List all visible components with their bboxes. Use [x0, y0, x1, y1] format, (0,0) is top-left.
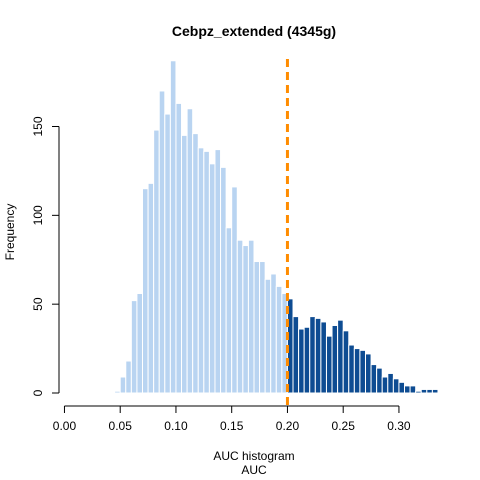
x-axis-sublabel: AUC [241, 463, 267, 477]
histogram-bar [114, 390, 121, 394]
x-axis: 0.00 0.05 0.10 0.15 0.20 0.25 0.30 [53, 405, 411, 433]
histogram-bar [314, 317, 322, 394]
histogram-bar [381, 376, 389, 394]
histogram-bar [259, 261, 266, 394]
histogram-bar [426, 388, 433, 394]
histogram-bar [303, 326, 311, 394]
histogram-bar [415, 390, 422, 394]
histogram-bar [264, 278, 272, 394]
histogram-bar [275, 285, 283, 394]
x-tick-label: 0.30 [387, 419, 411, 433]
histogram-bar [203, 150, 210, 394]
histogram-bar [398, 381, 406, 394]
histogram-bar [253, 261, 261, 394]
histogram-bar [169, 60, 177, 394]
histogram-bar [409, 385, 417, 394]
histogram-bar [208, 163, 216, 394]
histogram-bar [236, 239, 244, 394]
histogram-bar [136, 293, 144, 394]
histogram-bar [342, 330, 350, 394]
histogram-bar [147, 182, 155, 394]
histogram-bar [404, 385, 411, 394]
histogram-bar [376, 367, 383, 394]
x-tick-label: 0.05 [109, 419, 133, 433]
histogram-bar [181, 134, 188, 394]
histogram-bars [114, 60, 439, 394]
histogram-bar [197, 147, 205, 394]
histogram-bar [420, 388, 428, 394]
histogram-bar [225, 227, 233, 394]
histogram-bar [220, 166, 227, 394]
y-tick-label: 150 [31, 116, 45, 136]
histogram-bar [325, 335, 333, 394]
histogram-bar [192, 133, 199, 394]
histogram-bar [392, 378, 400, 394]
histogram-bar [270, 273, 277, 394]
x-tick-label: 0.15 [220, 419, 244, 433]
histogram-bar [370, 364, 378, 394]
histogram-bar [247, 239, 255, 394]
histogram-bar [142, 188, 149, 394]
histogram-bar [359, 349, 366, 394]
histogram-bar [331, 324, 339, 394]
histogram-bar [348, 344, 355, 394]
histogram-bar [292, 316, 300, 394]
histogram-bar [364, 353, 372, 394]
histogram-bar [164, 113, 171, 394]
x-axis-label: AUC histogram [213, 449, 294, 463]
histogram-bar [158, 90, 166, 394]
x-tick-label: 0.20 [276, 419, 300, 433]
histogram-bar [242, 245, 249, 394]
y-axis: 0 50 100 150 [31, 116, 60, 396]
y-axis-label: Frequency [3, 204, 17, 261]
y-tick-label: 100 [31, 205, 45, 225]
x-tick-label: 0.10 [164, 419, 188, 433]
histogram-bar [130, 300, 138, 394]
histogram-bar [431, 388, 439, 394]
histogram-bar [353, 348, 361, 394]
histogram-bar [125, 360, 132, 394]
histogram-bar [153, 129, 160, 394]
histogram-bar [309, 316, 316, 394]
x-tick-label: 0.00 [53, 419, 77, 433]
histogram-bar [119, 376, 127, 394]
chart-title: Cebpz_extended (4345g) [172, 23, 336, 39]
histogram-bar [186, 108, 194, 394]
histogram-bar [175, 102, 183, 394]
x-tick-label: 0.25 [332, 419, 356, 433]
histogram-bar [298, 328, 305, 394]
y-tick-label: 0 [31, 389, 45, 396]
y-tick-label: 50 [31, 297, 45, 311]
histogram-bar [231, 186, 238, 394]
histogram-bar [320, 321, 327, 394]
histogram-bar [337, 319, 344, 394]
histogram-bar [214, 149, 222, 394]
histogram-bar [387, 372, 394, 394]
